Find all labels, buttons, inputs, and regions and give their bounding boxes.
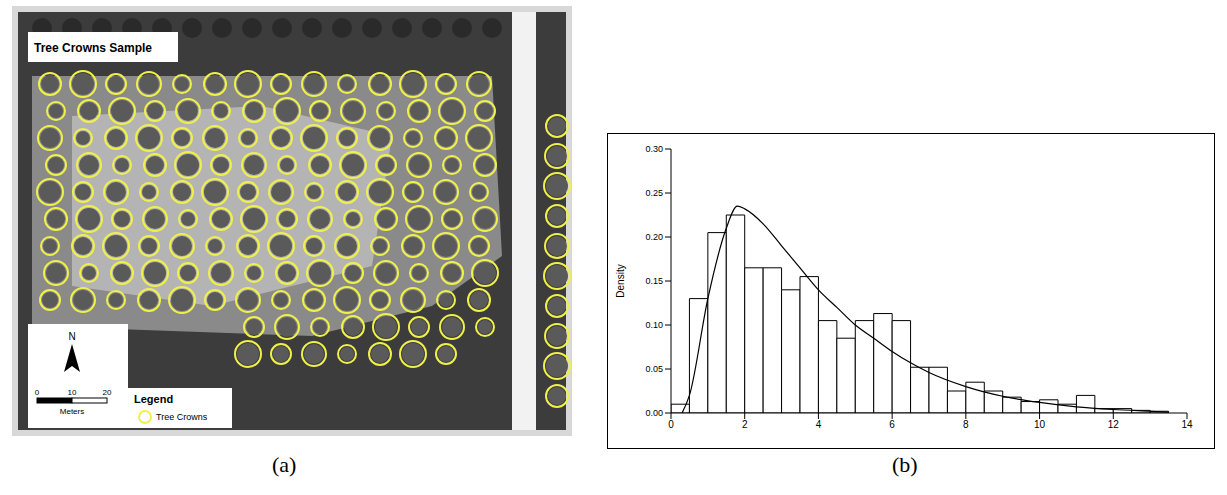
svg-text:Tree Crowns: Tree Crowns	[156, 412, 208, 422]
svg-text:0.25: 0.25	[645, 188, 663, 198]
svg-text:0.10: 0.10	[645, 320, 663, 330]
svg-text:0.15: 0.15	[645, 276, 663, 286]
svg-text:Density: Density	[615, 264, 626, 297]
html-text:(b): (b)	[892, 452, 918, 477]
svg-text:12: 12	[1108, 419, 1120, 430]
svg-text:4: 4	[816, 419, 822, 430]
svg-text:10: 10	[68, 388, 77, 397]
svg-text:20: 20	[103, 388, 112, 397]
svg-text:Legend: Legend	[134, 393, 173, 405]
svg-text:6: 6	[889, 419, 895, 430]
svg-text:0: 0	[668, 419, 674, 430]
svg-text:0.00: 0.00	[645, 408, 663, 418]
svg-text:0: 0	[35, 388, 40, 397]
svg-text:N: N	[68, 331, 75, 342]
svg-text:8: 8	[963, 419, 969, 430]
svg-text:0.30: 0.30	[645, 144, 663, 154]
svg-text:Tree Crowns Sample: Tree Crowns Sample	[34, 41, 152, 55]
svg-text:2: 2	[742, 419, 748, 430]
svg-text:14: 14	[1181, 419, 1193, 430]
svg-text:0.05: 0.05	[645, 364, 663, 374]
svg-text:10: 10	[1034, 419, 1046, 430]
svg-text:Meters: Meters	[60, 407, 84, 416]
html-text:(a): (a)	[272, 452, 297, 477]
svg-text:0.20: 0.20	[645, 232, 663, 242]
